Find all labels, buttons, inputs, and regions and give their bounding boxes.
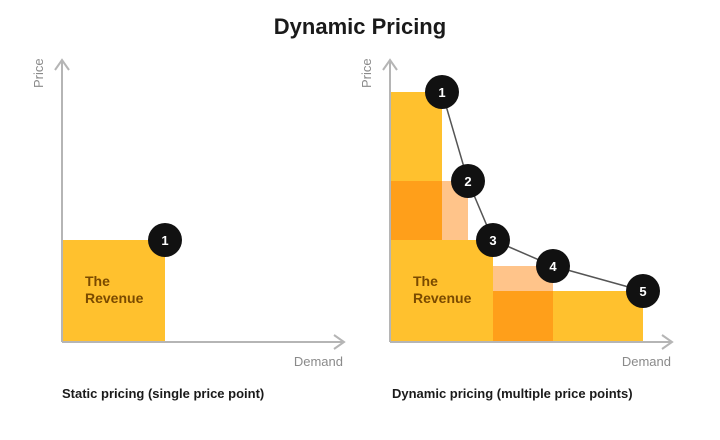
- static-revenue-label-line1: The: [85, 273, 110, 289]
- dynamic-caption: Dynamic pricing (multiple price points): [392, 386, 633, 401]
- page-title: Dynamic Pricing: [273, 14, 447, 39]
- dynamic-marker-1: [425, 75, 459, 109]
- dynamic-marker-3-label: 3: [489, 233, 496, 248]
- static-x-axis-label: Demand: [294, 354, 343, 369]
- dynamic-marker-3: [476, 223, 510, 257]
- dynamic-overlap-block-2: [390, 181, 442, 240]
- dynamic-panel: Price Demand The Revenue 1 2 3 4 5: [359, 58, 674, 369]
- static-marker-1-label: 1: [161, 233, 168, 248]
- dynamic-y-axis-arrow: [382, 58, 398, 71]
- dynamic-x-axis-arrow: [661, 334, 674, 350]
- dynamic-marker-4-label: 4: [549, 259, 557, 274]
- dynamic-marker-2-label: 2: [464, 174, 471, 189]
- static-y-axis-arrow: [54, 58, 70, 71]
- dynamic-revenue-label-line2: Revenue: [413, 290, 472, 306]
- static-marker-1: [148, 223, 182, 257]
- dynamic-marker-5: [626, 274, 660, 308]
- static-revenue-area: [62, 240, 165, 342]
- static-revenue-label-line2: Revenue: [85, 290, 144, 306]
- dynamic-marker-5-label: 5: [639, 284, 646, 299]
- static-panel: Price Demand The Revenue 1: [31, 58, 346, 369]
- dynamic-marker-1-label: 1: [438, 85, 445, 100]
- static-x-axis-arrow: [333, 334, 346, 350]
- dynamic-overlap-block-4: [493, 291, 553, 342]
- dynamic-revenue-label-line1: The: [413, 273, 438, 289]
- dynamic-y-axis-label: Price: [359, 58, 374, 88]
- dynamic-x-axis-label: Demand: [622, 354, 671, 369]
- dynamic-marker-4: [536, 249, 570, 283]
- static-y-axis-label: Price: [31, 58, 46, 88]
- static-caption: Static pricing (single price point): [62, 386, 265, 401]
- dynamic-revenue-block-3: [390, 240, 493, 342]
- dynamic-marker-2: [451, 164, 485, 198]
- dynamic-revenue-block-5: [553, 291, 643, 342]
